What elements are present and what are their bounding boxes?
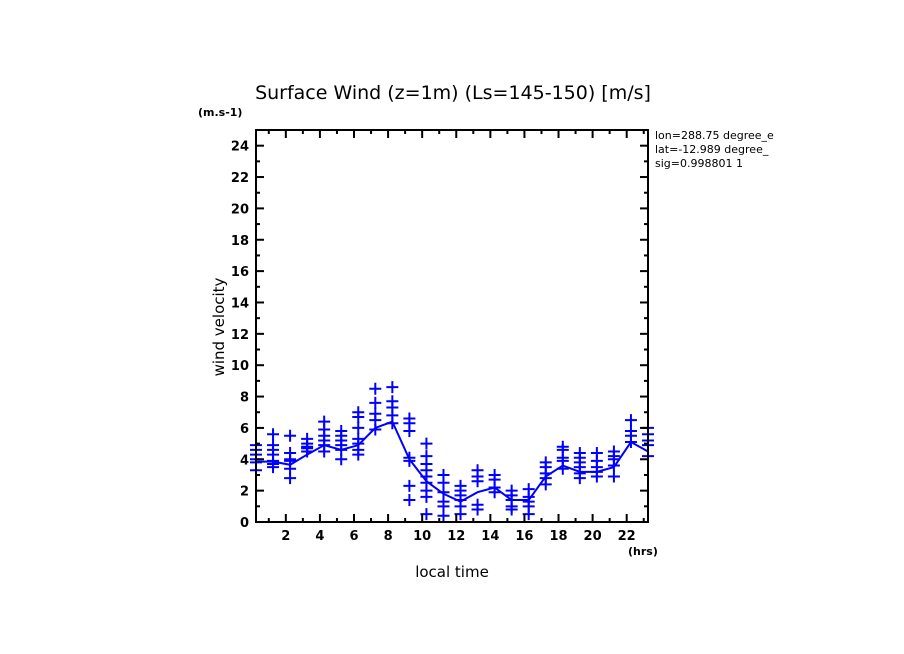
sample-point	[624, 414, 637, 427]
sample-point	[420, 437, 433, 450]
sample-point	[573, 447, 586, 460]
sample-point	[403, 494, 416, 507]
sample-point	[318, 415, 331, 428]
sample-point	[352, 421, 365, 434]
sample-point	[522, 483, 535, 496]
x-tick-label: 12	[447, 529, 465, 544]
plot-frame	[255, 129, 649, 523]
y-tick-label: 24	[231, 140, 249, 155]
sample-point	[352, 406, 365, 419]
y-tick-label: 16	[231, 265, 249, 280]
sample-point	[386, 395, 399, 408]
x-tick-label: 20	[584, 529, 602, 544]
annotation-sig: sig=0.998801 1	[655, 157, 743, 170]
x-tick-label: 18	[549, 529, 567, 544]
y-tick-label: 6	[240, 422, 249, 437]
sample-point	[301, 432, 314, 445]
sample-point	[369, 396, 382, 409]
sample-point	[335, 425, 348, 438]
y-tick-label: 18	[231, 234, 249, 249]
sample-point	[267, 439, 280, 452]
x-tick-label: 6	[349, 529, 358, 544]
y-tick-label: 10	[231, 359, 249, 374]
x-units: (hrs)	[628, 545, 658, 558]
sample-point	[539, 456, 552, 469]
y-tick-label: 14	[231, 296, 249, 311]
sample-point	[607, 445, 620, 458]
sample-point	[284, 429, 297, 442]
sample-point	[607, 470, 620, 483]
sample-point	[420, 450, 433, 463]
sample-point	[454, 479, 467, 492]
x-tick-label: 10	[413, 529, 431, 544]
y-tick-label: 2	[240, 485, 249, 500]
x-axis-label: local time	[415, 563, 489, 581]
x-tick-label: 22	[618, 529, 636, 544]
y-axis-label: wind velocity	[210, 277, 228, 376]
y-tick-label: 20	[231, 202, 249, 217]
sample-point	[437, 468, 450, 481]
sample-point	[369, 382, 382, 395]
sample-point	[403, 479, 416, 492]
x-tick-label: 4	[315, 529, 324, 544]
x-tick-label: 16	[515, 529, 533, 544]
annotation-lon: lon=288.75 degree_e	[655, 129, 774, 142]
y-tick-label: 8	[240, 391, 249, 406]
x-tick-label: 2	[281, 529, 290, 544]
sample-point	[471, 464, 484, 477]
mean-line	[256, 420, 649, 503]
sample-point	[471, 498, 484, 511]
sample-point	[556, 440, 569, 453]
x-tick-label: 8	[384, 529, 393, 544]
y-units: (m.s-1)	[198, 106, 242, 119]
sample-point	[369, 407, 382, 420]
sample-point	[284, 447, 297, 460]
y-tick-label: 12	[231, 328, 249, 343]
y-tick-label: 4	[240, 453, 249, 468]
annotation-lat: lat=-12.989 degree_	[655, 143, 769, 156]
chart-title: Surface Wind (z=1m) (Ls=145-150) [m/s]	[255, 82, 651, 104]
sample-point	[352, 432, 365, 445]
sample-point	[590, 447, 603, 460]
sample-point	[267, 428, 280, 441]
sample-point	[403, 412, 416, 425]
x-tick-label: 14	[481, 529, 499, 544]
sample-point	[386, 381, 399, 394]
sample-point	[488, 468, 501, 481]
y-tick-label: 22	[231, 171, 249, 186]
sample-point	[505, 484, 518, 497]
sample-point	[624, 425, 637, 438]
y-tick-label: 0	[240, 516, 249, 531]
